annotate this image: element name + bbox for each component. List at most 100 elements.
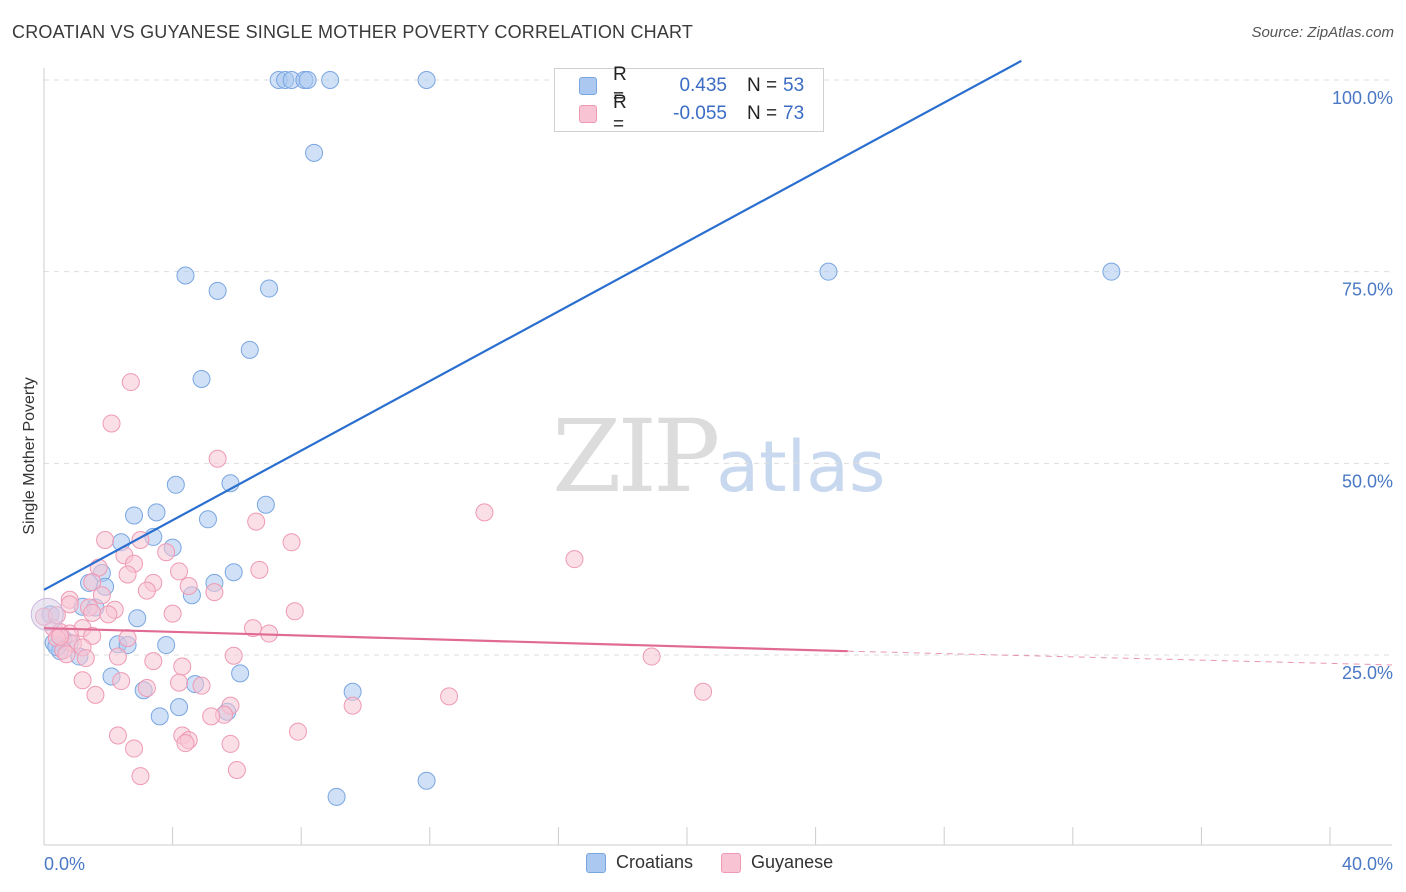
source-label: Source: ZipAtlas.com xyxy=(1251,24,1394,41)
watermark-atlas: atlas xyxy=(716,426,886,508)
legend-swatch-guyanese xyxy=(579,105,597,123)
y-tick-label: 50.0% xyxy=(1342,471,1393,491)
data-point-guyanese xyxy=(285,602,304,621)
legend-r-value: -0.055 xyxy=(673,103,727,124)
data-point-guyanese xyxy=(118,565,137,584)
data-point-guyanese xyxy=(227,761,246,779)
data-point-croatians xyxy=(417,771,436,790)
legend-label-croatians: Croatians xyxy=(616,852,694,872)
watermark-zip: ZIP xyxy=(552,398,720,515)
data-point-croatians xyxy=(260,279,279,298)
data-point-croatians xyxy=(147,503,166,522)
data-point-croatians xyxy=(240,340,259,359)
data-point-croatians xyxy=(170,698,189,717)
data-point-guyanese xyxy=(73,671,92,690)
data-point-guyanese xyxy=(60,595,79,614)
data-point-guyanese xyxy=(288,722,307,741)
data-point-croatians xyxy=(417,71,436,89)
x-tick-label: 40.0% xyxy=(1342,854,1393,874)
data-point-guyanese xyxy=(112,672,131,691)
data-point-croatians xyxy=(224,563,243,582)
data-point-guyanese xyxy=(170,673,189,692)
data-point-guyanese xyxy=(86,685,105,704)
data-point-croatians xyxy=(128,609,147,628)
data-point-guyanese xyxy=(121,373,140,392)
legend-row-croatians: R = 0.435 N = 53 xyxy=(579,64,805,107)
data-point-croatians xyxy=(192,370,211,388)
data-point-croatians xyxy=(256,495,275,514)
legend-item-croatians: Croatians xyxy=(586,852,693,873)
data-point-guyanese xyxy=(144,652,163,671)
data-point-croatians xyxy=(327,787,346,806)
watermark: ZIPatlas xyxy=(552,398,885,515)
data-point-guyanese xyxy=(642,647,661,666)
data-point-croatians xyxy=(321,71,340,89)
legend-row-guyanese: R = -0.055 N = 73 xyxy=(579,92,805,135)
legend-r-label: R = xyxy=(613,92,627,135)
trend-line-extension-guyanese xyxy=(847,650,1393,666)
data-point-guyanese xyxy=(221,734,240,753)
data-point-guyanese xyxy=(137,678,156,697)
data-point-croatians xyxy=(298,71,317,89)
gridlines xyxy=(44,79,1392,656)
data-point-cluster xyxy=(30,597,64,631)
legend-r-label: R = xyxy=(613,64,627,107)
data-point-guyanese xyxy=(76,649,95,668)
data-point-guyanese xyxy=(208,449,227,468)
data-point-croatians xyxy=(166,475,185,494)
data-point-guyanese xyxy=(92,586,111,605)
data-point-guyanese xyxy=(224,646,243,665)
y-tick-label: 25.0% xyxy=(1342,663,1393,683)
data-point-guyanese xyxy=(131,767,150,786)
data-point-guyanese xyxy=(99,605,118,624)
tick-labels: 25.0% 50.0% 75.0% 100.0% 0.0% 40.0% xyxy=(44,88,1393,874)
data-point-guyanese xyxy=(250,560,269,579)
data-point-guyanese xyxy=(202,707,221,726)
data-point-guyanese xyxy=(108,726,127,745)
data-point-guyanese xyxy=(243,619,262,638)
legend-n-value: 73 xyxy=(783,103,805,124)
data-point-guyanese xyxy=(125,739,144,758)
data-point-guyanese xyxy=(192,676,211,695)
data-point-guyanese xyxy=(694,682,713,701)
trend-lines xyxy=(43,59,1393,666)
data-point-guyanese xyxy=(205,583,224,602)
data-point-croatians xyxy=(198,510,217,529)
data-point-guyanese xyxy=(83,573,102,592)
y-axis-label: Single Mother Poverty xyxy=(21,377,38,534)
legend-swatch-croatians xyxy=(579,77,597,95)
data-point-croatians xyxy=(157,636,176,655)
legend-n-value: 53 xyxy=(783,75,805,96)
legend-item-guyanese: Guyanese xyxy=(721,852,833,873)
trend-line-guyanese xyxy=(43,627,848,653)
data-point-guyanese xyxy=(83,603,102,622)
data-point-croatians xyxy=(305,143,324,162)
axes xyxy=(43,68,1392,846)
data-points xyxy=(30,71,1121,806)
data-point-guyanese xyxy=(170,562,189,581)
data-point-guyanese xyxy=(440,687,459,706)
data-point-guyanese xyxy=(475,503,494,522)
data-point-guyanese xyxy=(343,696,362,715)
series-legend: Croatians Guyanese xyxy=(586,852,861,873)
legend-n-label: N = xyxy=(747,103,778,124)
data-point-croatians xyxy=(819,262,838,281)
correlation-legend: R = 0.435 N = 53 R = -0.055 N = 73 xyxy=(554,64,824,135)
chart-title: CROATIAN VS GUYANESE SINGLE MOTHER POVER… xyxy=(12,22,694,42)
data-point-guyanese xyxy=(83,626,102,645)
legend-label-guyanese: Guyanese xyxy=(751,852,834,872)
data-point-guyanese xyxy=(102,414,121,433)
data-point-guyanese xyxy=(179,577,198,595)
data-point-guyanese xyxy=(118,629,137,648)
data-point-guyanese xyxy=(51,627,70,646)
data-point-guyanese xyxy=(282,533,301,552)
data-point-guyanese xyxy=(108,647,127,666)
data-point-guyanese xyxy=(96,531,115,549)
trend-line-croatians xyxy=(43,59,1022,591)
data-point-croatians xyxy=(1102,262,1121,281)
data-point-croatians xyxy=(208,281,227,300)
y-tick-label: 75.0% xyxy=(1342,280,1393,300)
data-point-croatians xyxy=(125,506,144,525)
data-point-croatians xyxy=(150,707,169,726)
data-point-guyanese xyxy=(137,581,156,600)
